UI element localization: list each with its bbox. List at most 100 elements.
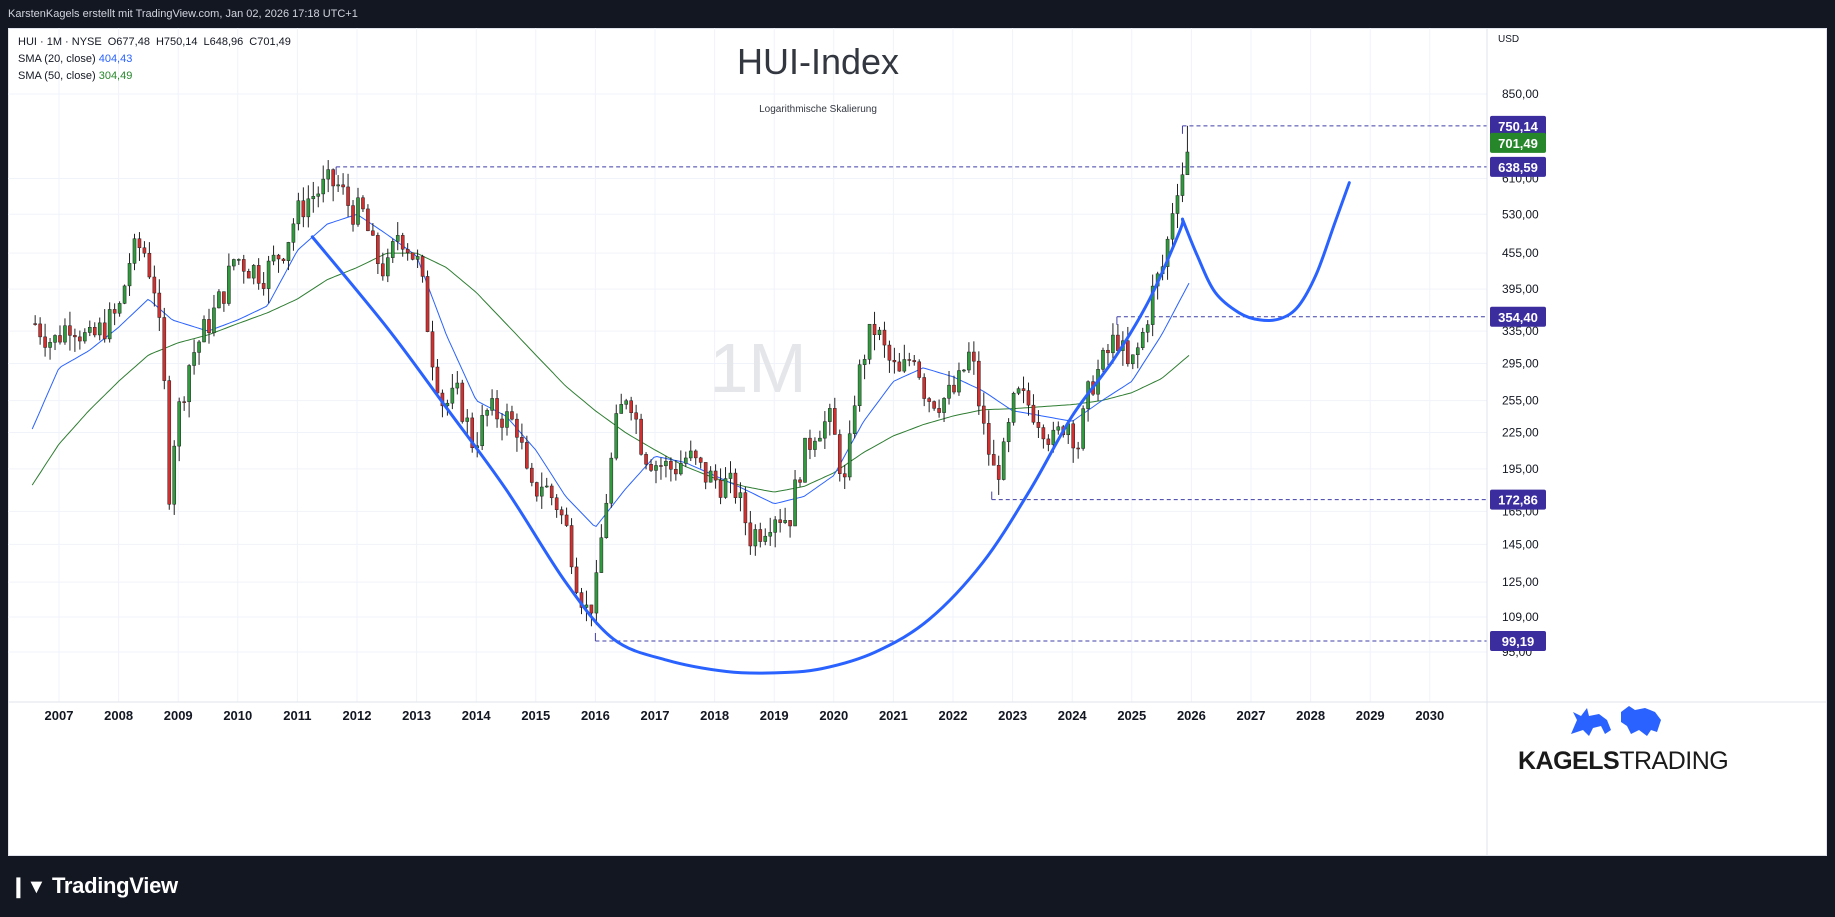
candle-body xyxy=(778,519,782,523)
price-tick-label: 125,00 xyxy=(1502,575,1539,589)
candle-body xyxy=(594,572,599,614)
candle-body xyxy=(932,401,936,409)
candle-body xyxy=(887,344,892,361)
legend-sma50-label: SMA (50, close) xyxy=(18,70,96,82)
candle-body xyxy=(688,450,693,459)
chart-legend: HUI · 1M · NYSE O677,48 H750,14 L648,96 C701… xyxy=(18,34,291,85)
candle-body xyxy=(654,465,658,471)
candle-body xyxy=(490,398,494,411)
candle-body xyxy=(415,256,420,260)
price-label-bg xyxy=(1490,132,1546,153)
candle-body xyxy=(743,492,748,524)
candle-body xyxy=(1111,334,1115,354)
candle-body xyxy=(947,384,951,399)
candle-body xyxy=(1106,349,1110,354)
candle-body xyxy=(351,205,355,225)
time-tick-label: 2021 xyxy=(879,708,908,723)
candle-body xyxy=(748,522,753,547)
candle-body xyxy=(599,537,604,573)
candle-body xyxy=(1175,195,1180,214)
candle-body xyxy=(862,359,867,365)
price-tick-label: 255,00 xyxy=(1502,394,1539,408)
candle-body xyxy=(395,235,400,242)
candle-body xyxy=(182,401,186,403)
sma20-path xyxy=(31,214,1190,528)
candle-body xyxy=(246,271,251,279)
cup-curve xyxy=(310,217,1185,675)
chart-canvas[interactable]: 1M HUI-Index Logarithmische Skalierung U… xyxy=(8,28,1827,856)
candle-body xyxy=(177,401,181,447)
candle-body xyxy=(912,360,917,363)
time-tick-label: 2015 xyxy=(521,708,550,723)
candle-body xyxy=(922,377,926,399)
candle-body xyxy=(33,323,37,325)
candle-body xyxy=(500,418,504,428)
candle-body xyxy=(336,184,340,187)
candle-body xyxy=(261,283,266,289)
cup-handle-pattern xyxy=(310,181,1351,675)
candle-body xyxy=(157,292,162,318)
candle-body xyxy=(783,520,787,523)
candle-body xyxy=(902,359,907,372)
candle-body xyxy=(237,259,241,261)
time-tick-label: 2025 xyxy=(1117,708,1146,723)
time-tick-label: 2016 xyxy=(581,708,610,723)
candle-body xyxy=(808,437,812,450)
candle-body xyxy=(991,454,996,466)
price-label: 172,86 xyxy=(1498,493,1538,508)
candle-body xyxy=(470,417,475,448)
candle-body xyxy=(1180,174,1185,196)
candle-body xyxy=(430,331,435,368)
candle-body xyxy=(813,440,817,450)
candle-body xyxy=(977,360,981,407)
candle-body xyxy=(634,412,638,420)
candle-body xyxy=(241,259,246,272)
candle-body xyxy=(559,509,564,516)
candle-body xyxy=(669,460,673,470)
time-tick-label: 2008 xyxy=(104,708,133,723)
candle-body xyxy=(703,462,708,483)
candle-body xyxy=(907,359,912,361)
price-tick-label: 850,00 xyxy=(1502,87,1539,101)
candle-body xyxy=(122,285,127,304)
price-label: 99,19 xyxy=(1502,634,1535,649)
time-tick-label: 2022 xyxy=(939,708,968,723)
candle-body xyxy=(306,198,311,218)
candle-body xyxy=(107,309,112,340)
sma50-path xyxy=(31,252,1190,493)
candle-body xyxy=(723,478,728,498)
candle-body xyxy=(92,327,97,336)
legend-low: L648,96 xyxy=(203,36,244,48)
candle-body xyxy=(693,450,698,459)
candle-body xyxy=(371,230,375,236)
candle-body xyxy=(1131,354,1135,365)
candle-body xyxy=(366,208,370,232)
candle-body xyxy=(962,369,966,372)
time-axis[interactable]: 2007 2008 2009 2010 2011 2012 2013 2014 2015 2016… xyxy=(45,708,1445,723)
time-tick-label: 2028 xyxy=(1296,708,1325,723)
candle-body xyxy=(639,418,643,455)
candle-body xyxy=(316,193,321,197)
time-tick-label: 2019 xyxy=(760,708,789,723)
candle-body xyxy=(450,387,455,404)
interval-watermark: 1M xyxy=(709,329,806,407)
candle-body xyxy=(1041,427,1046,440)
price-tick-label: 530,00 xyxy=(1502,207,1539,221)
candle-body xyxy=(301,200,306,218)
legend-close: C701,49 xyxy=(249,36,291,48)
candle-body xyxy=(286,242,291,261)
candle-body xyxy=(659,465,663,467)
candle-body xyxy=(1021,388,1026,391)
candle-body xyxy=(609,457,614,504)
candle-body xyxy=(321,178,326,195)
candle-body xyxy=(1126,340,1130,365)
sma20-line xyxy=(31,214,1190,528)
candle-body xyxy=(400,235,405,250)
candle-body xyxy=(256,265,261,284)
tradingview-logo[interactable]: ❙▼ TradingView xyxy=(10,873,178,899)
candle-body xyxy=(972,351,976,362)
candle-body xyxy=(232,259,236,267)
candle-body xyxy=(465,417,470,422)
candle-body xyxy=(733,472,738,498)
bull-bear-icon xyxy=(1571,706,1661,736)
